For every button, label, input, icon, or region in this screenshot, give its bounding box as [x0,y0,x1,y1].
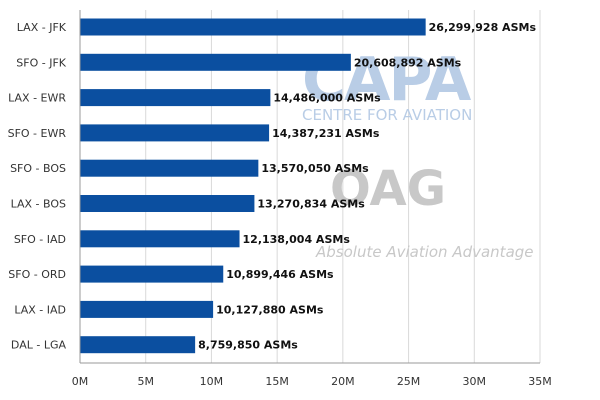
bar [80,195,255,212]
category-label: LAX - JFK [17,21,67,34]
category-label: LAX - BOS [11,198,66,211]
value-label: 12,138,004 ASMs [243,233,351,246]
x-tick-label: 5M [137,375,154,388]
value-label: 26,299,928 ASMs [429,21,537,34]
bar [80,124,270,142]
value-label: 8,759,850 ASMs [198,339,298,352]
value-label: 14,387,231 ASMs [272,127,380,140]
watermarks: CAPA CENTRE FOR AVIATION OAG Absolute Av… [302,45,534,261]
bar [80,18,426,36]
category-label: SFO - BOS [10,162,66,175]
value-label: 13,270,834 ASMs [257,198,365,211]
value-label: 20,608,892 ASMs [354,56,462,69]
x-tick-label: 35M [528,375,552,388]
x-tick-label: 20M [331,375,355,388]
value-label: 14,486,000 ASMs [273,92,381,105]
bar [80,230,240,248]
bars [80,18,426,354]
category-label: SFO - IAD [14,233,66,246]
category-label: DAL - LGA [11,339,67,352]
category-label: LAX - EWR [8,92,66,105]
value-label: 10,899,446 ASMs [226,268,334,281]
bar [80,265,224,283]
category-label: SFO - EWR [8,127,67,140]
category-label: SFO - JFK [16,56,67,69]
x-tick-label: 15M [265,375,289,388]
bar [80,159,259,177]
bar [80,300,214,318]
oag-watermark-title: OAG [330,161,446,217]
bar [80,336,196,354]
x-tick-label: 25M [397,375,421,388]
bar [80,89,271,107]
value-label: 10,127,880 ASMs [216,303,324,316]
labels: 0M 5M 10M 15M 20M 25M 30M 35M LAX - JFK 26,299,92… [8,21,552,388]
x-tick-label: 10M [200,375,224,388]
oag-watermark-subtitle: Absolute Aviation Advantage [315,243,534,261]
capa-watermark-subtitle: CENTRE FOR AVIATION [302,106,472,124]
bar [80,53,351,71]
category-label: LAX - IAD [14,303,66,316]
x-tick-label: 0M [72,375,89,388]
category-label: SFO - ORD [8,268,66,281]
x-tick-label: 30M [463,375,487,388]
value-label: 13,570,050 ASMs [261,162,369,175]
axes [79,10,540,364]
